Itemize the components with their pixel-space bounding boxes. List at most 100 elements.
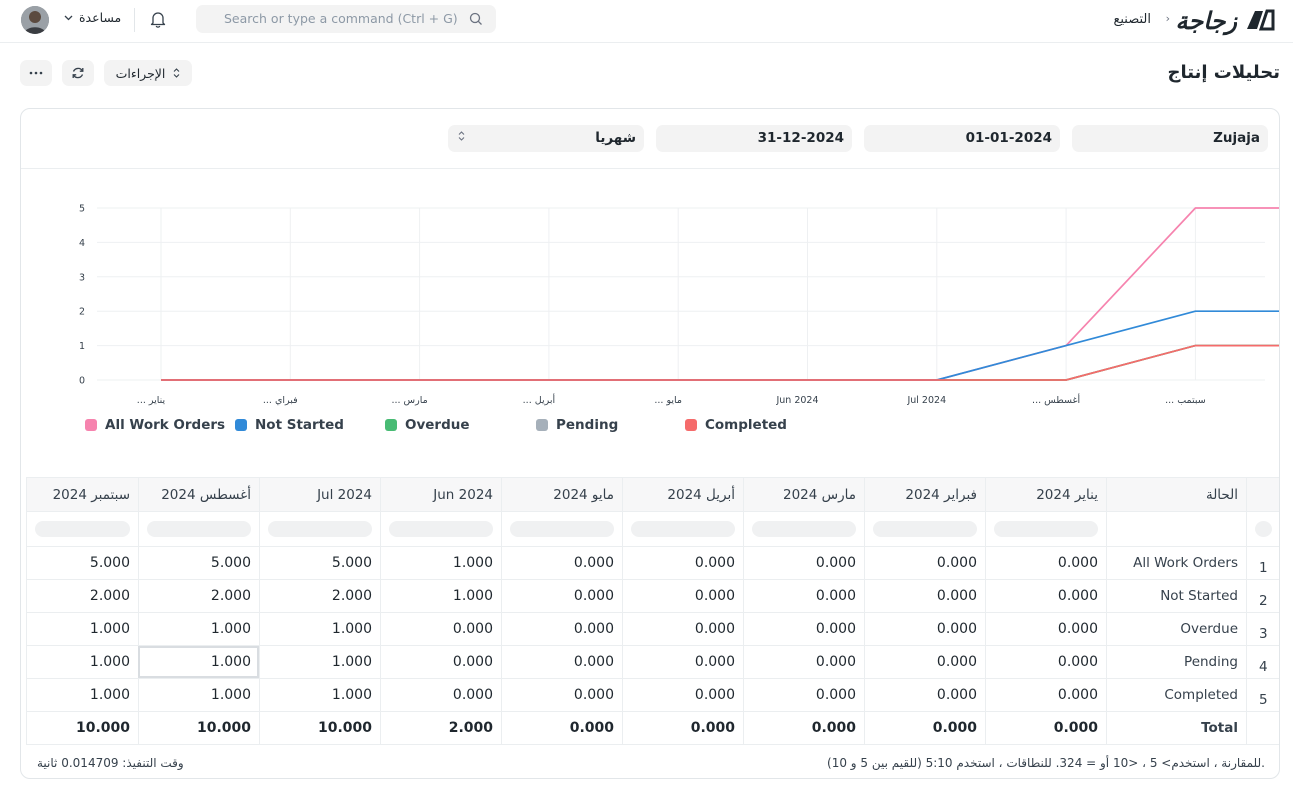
column-header[interactable]: Jul 2024 — [259, 478, 380, 511]
legend-item-not-started[interactable]: Not Started — [235, 417, 344, 433]
table-cell[interactable]: 5.000 — [259, 547, 380, 579]
column-filter-input[interactable] — [268, 521, 372, 537]
row-index[interactable]: 5 — [1246, 679, 1279, 711]
table-cell[interactable]: 2.000 — [138, 580, 259, 612]
table-cell[interactable]: 1.000 — [380, 547, 501, 579]
table-cell[interactable]: 0.000 — [622, 613, 743, 645]
column-filter-input[interactable] — [631, 521, 735, 537]
column-header[interactable]: أغسطس 2024 — [138, 478, 259, 511]
column-header[interactable]: يناير 2024 — [985, 478, 1106, 511]
legend-item-all-work-orders[interactable]: All Work Orders — [85, 417, 225, 433]
table-cell[interactable]: 2.000 — [259, 580, 380, 612]
table-cell[interactable]: 1.000 — [26, 646, 138, 678]
column-header[interactable]: Jun 2024 — [380, 478, 501, 511]
legend-item-completed[interactable]: Completed — [685, 417, 787, 433]
column-filter-input[interactable] — [35, 521, 130, 537]
column-header[interactable]: سبتمبر 2024 — [26, 478, 138, 511]
column-filter-input[interactable] — [510, 521, 614, 537]
table-cell[interactable]: 0.000 — [985, 547, 1106, 579]
column-filter-input[interactable] — [752, 521, 856, 537]
app-logo[interactable]: زجاجة — [1176, 5, 1277, 35]
table-cell[interactable]: 2.000 — [26, 580, 138, 612]
table-cell[interactable]: 1.000 — [138, 646, 259, 678]
table-cell[interactable]: 5.000 — [26, 547, 138, 579]
table-cell[interactable]: 0.000 — [501, 547, 622, 579]
table-cell[interactable]: 0.000 — [380, 679, 501, 711]
table-cell[interactable]: 1.000 — [380, 580, 501, 612]
row-label[interactable]: All Work Orders — [1106, 547, 1246, 579]
table-cell[interactable]: 0.000 — [743, 613, 864, 645]
table-cell[interactable]: 0.000 — [743, 679, 864, 711]
notification-bell-icon[interactable] — [150, 10, 166, 28]
legend-item-pending[interactable]: Pending — [536, 417, 618, 433]
row-index[interactable]: 1 — [1246, 547, 1279, 579]
column-header[interactable]: مارس 2024 — [743, 478, 864, 511]
table-cell[interactable]: 0.000 — [864, 646, 985, 678]
table-cell[interactable]: 0.000 — [743, 646, 864, 678]
table-cell[interactable]: 1.000 — [26, 679, 138, 711]
column-filter-input[interactable] — [994, 521, 1098, 537]
cell-text: 0.000 — [452, 687, 493, 703]
table-cell[interactable]: 0.000 — [622, 547, 743, 579]
table-cell[interactable]: 0.000 — [985, 613, 1106, 645]
refresh-button[interactable] — [62, 60, 94, 86]
column-header[interactable]: أبريل 2024 — [622, 478, 743, 511]
select-all-checkbox[interactable] — [1255, 521, 1272, 537]
table-cell[interactable]: 0.000 — [985, 679, 1106, 711]
table-cell[interactable]: 0.000 — [501, 646, 622, 678]
ellipsis-icon — [29, 71, 43, 75]
table-cell[interactable]: 0.000 — [380, 613, 501, 645]
column-filter-input[interactable] — [873, 521, 977, 537]
cell-text: 2.000 — [331, 588, 372, 604]
row-select-all[interactable] — [1246, 512, 1279, 546]
table-cell[interactable]: 0.000 — [743, 547, 864, 579]
table-cell[interactable]: 0.000 — [622, 646, 743, 678]
table-cell[interactable]: 0.000 — [864, 679, 985, 711]
table-cell[interactable]: 0.000 — [743, 580, 864, 612]
cell-text: 0.000 — [1057, 654, 1098, 670]
user-avatar[interactable] — [21, 6, 49, 34]
table-cell[interactable]: 1.000 — [259, 646, 380, 678]
row-label[interactable]: Completed — [1106, 679, 1246, 711]
row-index[interactable]: 3 — [1246, 613, 1279, 645]
actions-button[interactable]: الإجراءات — [104, 60, 192, 86]
row-index[interactable]: 2 — [1246, 580, 1279, 612]
breadcrumb-manufacturing[interactable]: التصنيع — [1113, 12, 1151, 27]
cell-text: 0.000 — [694, 654, 735, 670]
search-input[interactable]: Search or type a command (Ctrl + G) — [196, 5, 496, 33]
column-header[interactable]: فبراير 2024 — [864, 478, 985, 511]
table-cell[interactable]: 0.000 — [501, 580, 622, 612]
table-cell[interactable]: 0.000 — [864, 580, 985, 612]
table-cell[interactable]: 0.000 — [985, 580, 1106, 612]
table-cell[interactable]: 1.000 — [259, 679, 380, 711]
table-cell[interactable]: 0.000 — [864, 613, 985, 645]
row-label[interactable]: Overdue — [1106, 613, 1246, 645]
help-dropdown[interactable]: مساعدة — [64, 10, 121, 25]
company-filter[interactable]: Zujaja — [1072, 125, 1268, 152]
table-cell[interactable]: 0.000 — [501, 613, 622, 645]
table-cell[interactable]: 0.000 — [622, 679, 743, 711]
range-filter[interactable]: شهريا — [448, 125, 644, 152]
table-cell[interactable]: 1.000 — [259, 613, 380, 645]
legend-item-overdue[interactable]: Overdue — [385, 417, 470, 433]
column-filter-input[interactable] — [389, 521, 493, 537]
row-label[interactable]: Pending — [1106, 646, 1246, 678]
series-line-all-work-orders — [161, 207, 1279, 381]
row-index[interactable]: 4 — [1246, 646, 1279, 678]
table-cell[interactable]: 0.000 — [622, 580, 743, 612]
table-cell[interactable]: 1.000 — [26, 613, 138, 645]
row-label[interactable]: Not Started — [1106, 580, 1246, 612]
table-cell[interactable]: 0.000 — [985, 646, 1106, 678]
table-cell[interactable]: 0.000 — [380, 646, 501, 678]
to-date-filter[interactable]: 31-12-2024 — [656, 125, 852, 152]
table-cell[interactable]: 0.000 — [864, 547, 985, 579]
table-cell[interactable]: 1.000 — [138, 613, 259, 645]
table-cell[interactable]: 1.000 — [138, 679, 259, 711]
from-date-filter[interactable]: 01-01-2024 — [864, 125, 1060, 152]
column-header-status[interactable]: الحالة — [1106, 478, 1246, 511]
table-cell[interactable]: 5.000 — [138, 547, 259, 579]
table-cell[interactable]: 0.000 — [501, 679, 622, 711]
column-filter-input[interactable] — [147, 521, 251, 537]
more-options-button[interactable] — [20, 60, 52, 86]
column-header[interactable]: مايو 2024 — [501, 478, 622, 511]
